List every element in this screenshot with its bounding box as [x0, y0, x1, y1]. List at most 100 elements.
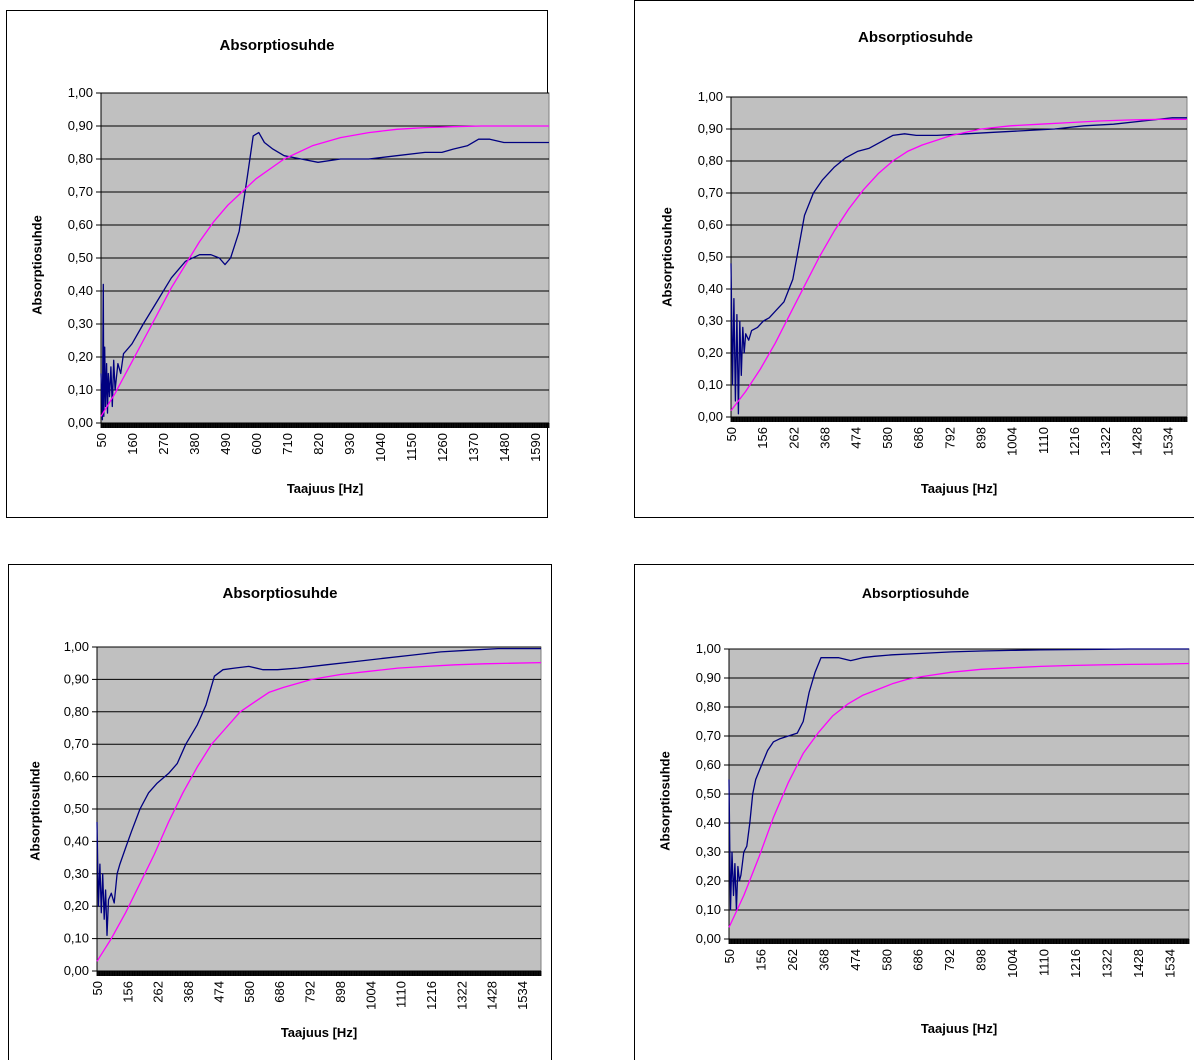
series-line-1: [96, 647, 541, 937]
x-tick-label: 1260: [435, 433, 450, 462]
y-tick-label: 0,50: [68, 250, 93, 265]
x-tick-label: 1150: [404, 433, 419, 461]
y-tick-label: 0,30: [68, 316, 93, 331]
y-tick-label: 0,50: [64, 801, 89, 816]
series-line-1: [730, 117, 1187, 415]
x-tick-label: 1004: [363, 981, 378, 1010]
x-tick-label: 156: [755, 427, 770, 449]
x-tick-label: 490: [218, 433, 233, 455]
y-tick-label: 0,20: [698, 345, 723, 360]
series-line-2: [100, 125, 549, 417]
x-tick-label: 1534: [515, 981, 530, 1010]
x-tick-label: 1004: [1005, 427, 1020, 456]
x-tick-label: 898: [333, 981, 348, 1003]
x-tick-label: 270: [156, 433, 171, 455]
y-tick-label: 0,10: [68, 382, 93, 397]
x-tick-label: 930: [342, 433, 357, 455]
y-tick-label: 0,20: [68, 349, 93, 364]
chart-svg: 0,00 0,10 0,20 0,30 0,40 0,50 0,60 0,70 0,80 0,90…: [698, 89, 1188, 456]
x-tick-label: 368: [818, 427, 833, 449]
x-axis-title: Taajuus [Hz]: [280, 1025, 358, 1040]
y-tick-label: 0,40: [698, 281, 723, 296]
y-tick-label: 0,10: [696, 902, 721, 917]
y-tick-label: 0,10: [698, 377, 723, 392]
x-tick-label: 792: [303, 981, 318, 1003]
x-tick-label: 1040: [373, 433, 388, 462]
y-tick-label: 0,60: [698, 217, 723, 232]
y-tick-label: 0,70: [68, 184, 93, 199]
y-tick-label: 0,70: [698, 185, 723, 200]
x-tick-label: 1590: [528, 433, 543, 462]
y-tick-label: 0,60: [64, 769, 89, 784]
x-tick-label: 1004: [1005, 949, 1020, 978]
x-axis-title: Taajuus [Hz]: [286, 481, 364, 496]
y-tick-label: 0,00: [68, 415, 93, 430]
y-tick-label: 0,40: [696, 815, 721, 830]
x-tick-label: 262: [785, 949, 800, 971]
y-tick-label: 1,00: [64, 639, 89, 654]
x-tick-label: 50: [94, 433, 109, 447]
y-tick-label: 0,10: [64, 931, 89, 946]
y-tick-label: 0,80: [698, 153, 723, 168]
x-tick-label: 1322: [1098, 427, 1113, 456]
chart-panel-2: Absorptiosuhde Absorptiosuhde Taajuus [H…: [634, 0, 1194, 518]
x-tick-label: 368: [816, 949, 831, 971]
chart-svg: 0,00 0,10 0,20 0,30 0,40 0,50 0,60 0,70 0,80 0,90…: [696, 641, 1190, 978]
x-tick-label: 380: [187, 433, 202, 455]
y-tick-label: 0,80: [696, 699, 721, 714]
chart-title: Absorptiosuhde: [222, 585, 338, 602]
y-tick-label: 0,00: [64, 963, 89, 978]
x-tick-label: 50: [90, 981, 105, 995]
y-tick-label: 0,70: [696, 728, 721, 743]
x-tick-label: 474: [848, 949, 863, 971]
chart-title: Absorptiosuhde: [219, 37, 335, 54]
y-tick-label: 0,20: [64, 898, 89, 913]
x-tick-label: 1534: [1162, 949, 1177, 978]
x-tick-label: 1216: [1067, 427, 1082, 456]
x-tick-label: 1370: [466, 433, 481, 462]
series-line-2: [96, 661, 542, 962]
chart-panel-1: Absorptiosuhde Absorptiosuhde Taajuus [H…: [6, 10, 550, 518]
series-line-1: [728, 648, 1189, 911]
y-tick-label: 0,30: [696, 844, 721, 859]
chart-panel-3: Absorptiosuhde Absorptiosuhde Taajuus [H…: [8, 564, 552, 1060]
chart-svg: 0,00 0,10 0,20 0,30 0,40 0,50 0,60 0,70 0,80 0,90…: [68, 85, 550, 462]
y-tick-label: 1,00: [698, 89, 723, 104]
x-tick-label: 474: [849, 427, 864, 449]
y-tick-label: 0,90: [64, 671, 89, 686]
x-tick-label: 898: [974, 949, 989, 971]
x-tick-label: 580: [880, 427, 895, 449]
y-tick-label: 0,60: [68, 217, 93, 232]
y-tick-label: 0,40: [68, 283, 93, 298]
x-tick-label: 580: [879, 949, 894, 971]
x-tick-label: 1110: [1037, 949, 1052, 976]
x-tick-label: 792: [942, 427, 957, 449]
x-axis-title: Taajuus [Hz]: [920, 1021, 998, 1036]
x-tick-label: 686: [911, 427, 926, 449]
y-tick-label: 1,00: [68, 85, 93, 100]
series-line-2: [728, 662, 1190, 928]
x-tick-label: 580: [242, 981, 257, 1003]
y-tick-label: 0,50: [698, 249, 723, 264]
y-tick-label: 0,00: [698, 409, 723, 424]
y-tick-label: 1,00: [696, 641, 721, 656]
x-tick-label: 792: [942, 949, 957, 971]
x-tick-label: 50: [724, 427, 739, 441]
chart-title: Absorptiosuhde: [861, 585, 970, 601]
x-tick-label: 1534: [1161, 427, 1176, 456]
x-tick-label: 686: [272, 981, 287, 1003]
x-tick-label: 1322: [454, 981, 469, 1010]
x-tick-label: 1428: [485, 981, 500, 1010]
y-tick-label: 0,80: [64, 704, 89, 719]
x-tick-label: 686: [911, 949, 926, 971]
chart-title: Absorptiosuhde: [858, 29, 973, 46]
x-tick-label: 1216: [424, 981, 439, 1010]
x-tick-label: 1428: [1131, 949, 1146, 978]
x-tick-label: 262: [786, 427, 801, 449]
x-tick-label: 156: [120, 981, 135, 1003]
x-tick-label: 1110: [394, 981, 409, 1008]
series-line-2: [730, 118, 1187, 411]
x-tick-label: 160: [125, 433, 140, 455]
y-tick-label: 0,30: [64, 866, 89, 881]
y-tick-label: 0,40: [64, 833, 89, 848]
